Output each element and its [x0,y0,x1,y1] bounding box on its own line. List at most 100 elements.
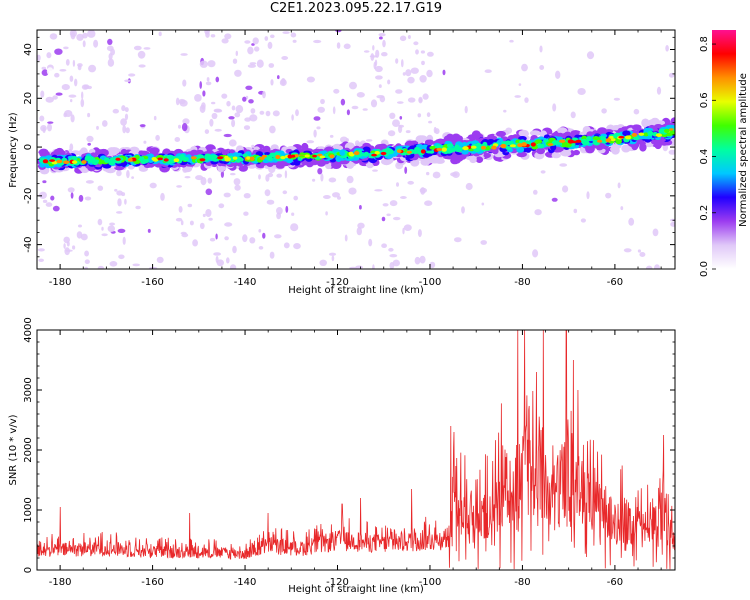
spectrogram-ytick-label: -20 [23,188,34,204]
spectrogram-speckle [242,96,247,102]
spectrogram-peak [631,132,638,137]
spectrogram-speckle [344,234,348,242]
spectrogram-speckle [668,149,675,155]
spectrogram-speckle [414,256,421,265]
spectrogram-peak [246,156,251,160]
spectrogram-peak [173,158,180,163]
spectrogram-speckle [148,266,158,269]
spectrogram-speckle [276,173,283,178]
spectrogram-speckle [247,64,256,68]
spectrogram-speckle [509,39,514,43]
spectrogram-ridge [310,159,317,165]
spectrogram-peak [664,128,670,133]
spectrogram-speckle [41,66,47,70]
spectrogram-speckle [66,241,70,247]
spectrogram-speckle [381,243,387,248]
spectrogram-speckle [39,115,45,122]
spectrogram-speckle [450,172,458,177]
spectrogram-speckle [158,31,162,37]
spectrogram-ridge [586,136,592,142]
spectrogram-speckle [215,233,218,240]
spectrogram-speckle [293,195,299,201]
spectrogram-ridge [400,152,407,156]
snr-xtick-label: -140 [234,577,257,588]
spectrogram-speckle [333,88,340,94]
spectrogram-speckle [221,38,229,44]
spectrogram-ridge [475,156,484,163]
spectrogram-speckle [149,182,157,189]
snr-frame [36,329,676,571]
spectrogram-speckle [64,262,69,267]
spectrogram-speckle [407,35,411,39]
spectrogram-speckle [279,78,287,87]
spectrogram-ridge [405,141,414,146]
spectrogram-peak [294,154,299,158]
spectrogram-speckle [325,211,328,216]
snr-plot-area [37,330,675,570]
spectrogram-speckle [654,264,660,269]
spectrogram-speckle [656,86,662,95]
spectrogram-peak [349,153,355,157]
spectrogram-speckle [254,46,260,52]
spectrogram-speckle [605,192,612,199]
spectrogram-speckle [399,116,403,120]
spectrogram-speckle [292,39,297,43]
spectrogram-speckle [251,144,255,148]
spectrogram-speckle [174,137,181,142]
spectrogram-speckle [399,35,407,42]
spectrogram-speckle [277,75,280,80]
spectrogram-speckle [356,227,362,236]
spectrogram-speckle [175,217,183,222]
spectrogram-speckle [178,206,183,213]
spectrogram-speckle [109,261,118,267]
spectrogram-speckle [69,75,74,82]
spectrogram-speckle [243,125,251,130]
spectrogram-ridge [84,157,91,161]
spectrogram-speckle [426,112,431,118]
spectrogram-speckle [375,49,380,58]
spectrogram-speckle [577,88,586,95]
spectrogram-peak [151,157,157,161]
spectrogram-peak [547,143,554,146]
spectrogram-speckle [93,39,99,48]
spectrogram-speckle [76,217,79,221]
spectrogram-xtick-label: -80 [514,277,530,288]
snr-xtick-label: -180 [49,577,72,588]
spectrogram-speckle [397,101,404,104]
spectrogram-ridge [108,147,119,156]
spectrogram-speckle [182,79,187,87]
spectrogram-speckle [532,249,539,258]
spectrogram-speckle [179,99,188,107]
spectrogram-speckle [249,237,256,244]
spectrogram-speckle [199,60,208,68]
spectrogram-speckle [270,34,275,39]
spectrogram-speckle [202,90,206,97]
spectrogram-speckle [63,112,68,118]
spectrogram-speckle [343,43,351,50]
spectrogram-ridge [621,144,631,153]
spectrogram-speckle [388,247,394,252]
spectrogram-speckle [351,105,359,110]
spectrogram-speckle [633,108,640,115]
spectrogram-speckle [291,212,295,216]
spectrogram-peak [115,157,121,161]
spectrogram-ridge [632,136,640,141]
spectrogram-speckle [120,118,127,126]
spectrogram-ytick-label: 0 [23,144,34,150]
spectrogram-speckle [242,234,248,243]
spectrogram-speckle [665,45,669,52]
spectrogram-peak [624,135,632,140]
spectrogram-speckle [84,266,88,269]
spectrogram-speckle [201,102,206,110]
spectrogram-speckle [235,105,244,114]
spectrogram-speckle [160,192,165,201]
spectrogram-speckle [418,98,423,103]
spectrogram-speckle [336,42,341,49]
spectrogram-speckle [102,120,108,127]
spectrogram-speckle [230,264,237,269]
spectrogram-speckle [417,113,422,118]
spectrogram-peak [232,156,238,160]
spectrogram-ridge [573,149,580,156]
spectrogram-speckle [365,139,373,142]
spectrogram-speckle [346,175,354,184]
